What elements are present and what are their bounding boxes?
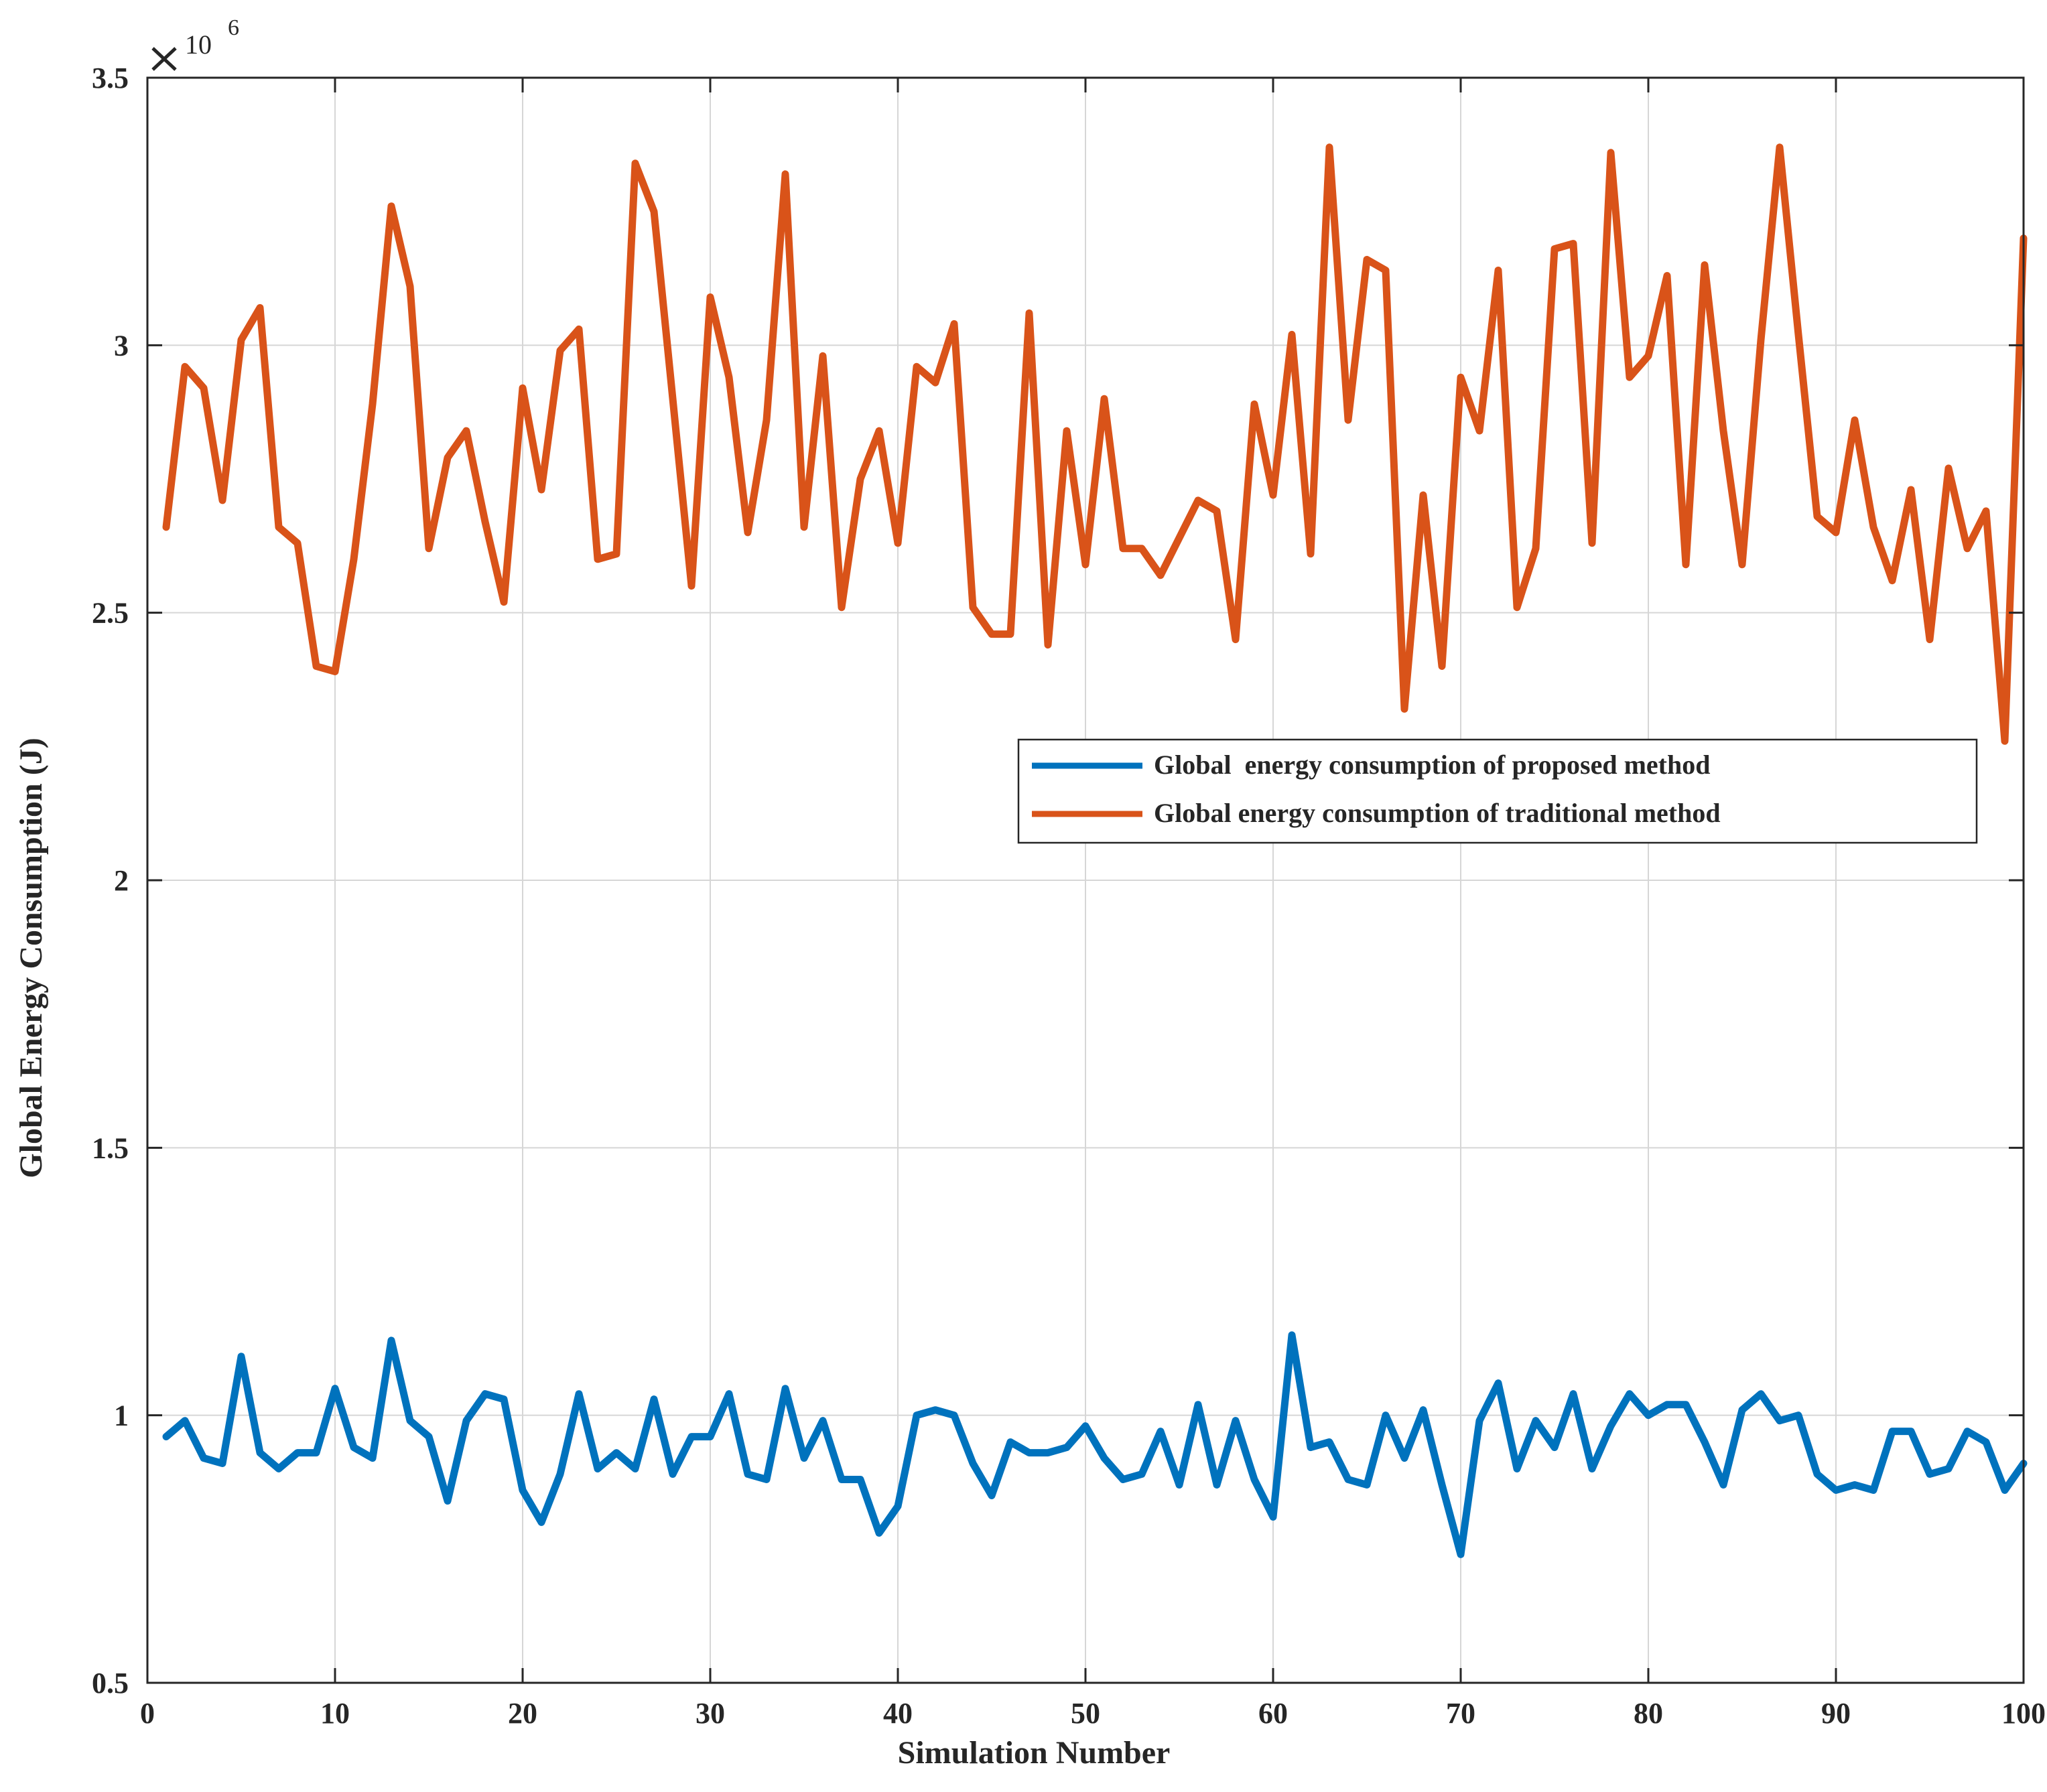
- legend-label-proposed: Global energy consumption of proposed me…: [1154, 750, 1710, 780]
- y-tick-label: 3.5: [92, 62, 129, 94]
- series-line-proposed: [162, 1331, 2028, 1558]
- x-tick-label: 60: [1258, 1697, 1288, 1730]
- series-lines: [162, 143, 2028, 1558]
- x-tick-label: 40: [883, 1697, 913, 1730]
- x-tick-label: 0: [140, 1697, 155, 1730]
- x-tick-label: 70: [1446, 1697, 1475, 1730]
- y-axis-multiplier: 10 6: [151, 15, 239, 71]
- multiply-icon: [151, 47, 177, 71]
- legend-label-traditional: Global energy consumption of traditional…: [1154, 798, 1721, 828]
- x-tick-label: 50: [1071, 1697, 1100, 1730]
- x-tick-label: 20: [508, 1697, 537, 1730]
- series-line-traditional: [162, 143, 2028, 745]
- ticks: 0 10 20 30 40 50 60 70 80 90 100 0.5 1 1.5 2 2.5 3 3.5: [92, 62, 2046, 1730]
- x-tick-label: 80: [1634, 1697, 1663, 1730]
- y-tick-label: 1.5: [92, 1131, 129, 1164]
- x-tick-label: 90: [1821, 1697, 1851, 1730]
- y-tick-label: 1: [114, 1399, 129, 1432]
- x-tick-label: 30: [696, 1697, 725, 1730]
- legend-box: [1017, 738, 1978, 844]
- y-tick-label: 2.5: [92, 597, 129, 630]
- y-exponent-base: 10: [185, 29, 212, 60]
- y-axis-title: Global Energy Consumption (J): [13, 738, 49, 1178]
- legend: Global energy consumption of proposed me…: [1017, 738, 1978, 844]
- x-tick-label: 100: [2001, 1697, 2046, 1730]
- x-tick-label: 10: [320, 1697, 350, 1730]
- y-tick-label: 2: [114, 864, 129, 897]
- x-axis-title: Simulation Number: [898, 1735, 1171, 1771]
- y-exponent-power: 6: [228, 15, 239, 40]
- y-tick-label: 0.5: [92, 1667, 129, 1700]
- y-tick-label: 3: [114, 329, 129, 362]
